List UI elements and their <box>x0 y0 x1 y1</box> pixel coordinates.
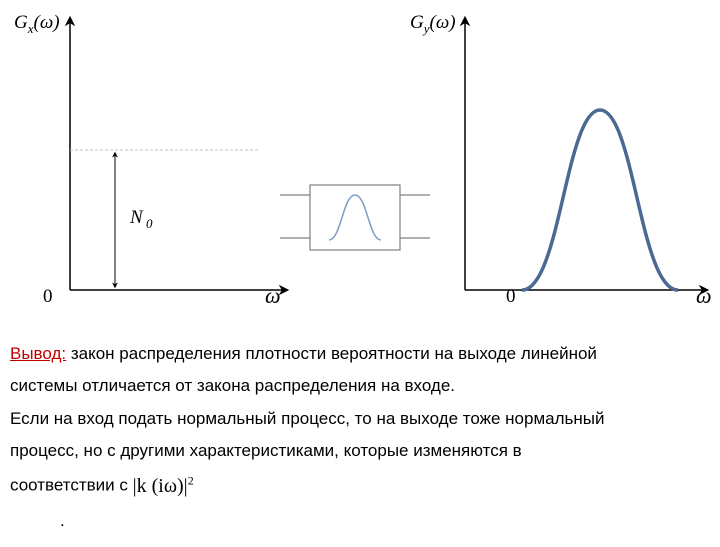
spectral-density-diagram: Gx(ω) Gy(ω) N 0 0 ω 0 ω <box>10 10 710 330</box>
text-line-1: Вывод: закон распределения плотности вер… <box>10 338 710 370</box>
conclusion-label: Вывод: <box>10 344 66 363</box>
text-line-4: процесс, но с другими характеристиками, … <box>10 435 710 467</box>
n0-label: N 0 <box>130 207 152 232</box>
omega-right: ω <box>696 283 712 309</box>
zero-left: 0 <box>43 286 53 308</box>
omega-left: ω <box>265 283 281 309</box>
output-curve <box>522 110 678 290</box>
text-line-3: Если на вход подать нормальный процесс, … <box>10 403 710 435</box>
zero-right: 0 <box>506 286 516 308</box>
left-y-label: Gx(ω) <box>14 12 60 37</box>
formula-k-iomega-sq: |k (iω)|2 <box>133 475 194 497</box>
diagram-svg <box>10 10 710 330</box>
right-y-label: Gy(ω) <box>410 12 456 37</box>
explanation-text: Вывод: закон распределения плотности вер… <box>10 338 710 537</box>
text-line-2: системы отличается от закона распределен… <box>10 370 710 402</box>
text-dot: . <box>10 505 710 537</box>
text-line-5: соответствии с |k (iω)|2 <box>10 467 710 505</box>
